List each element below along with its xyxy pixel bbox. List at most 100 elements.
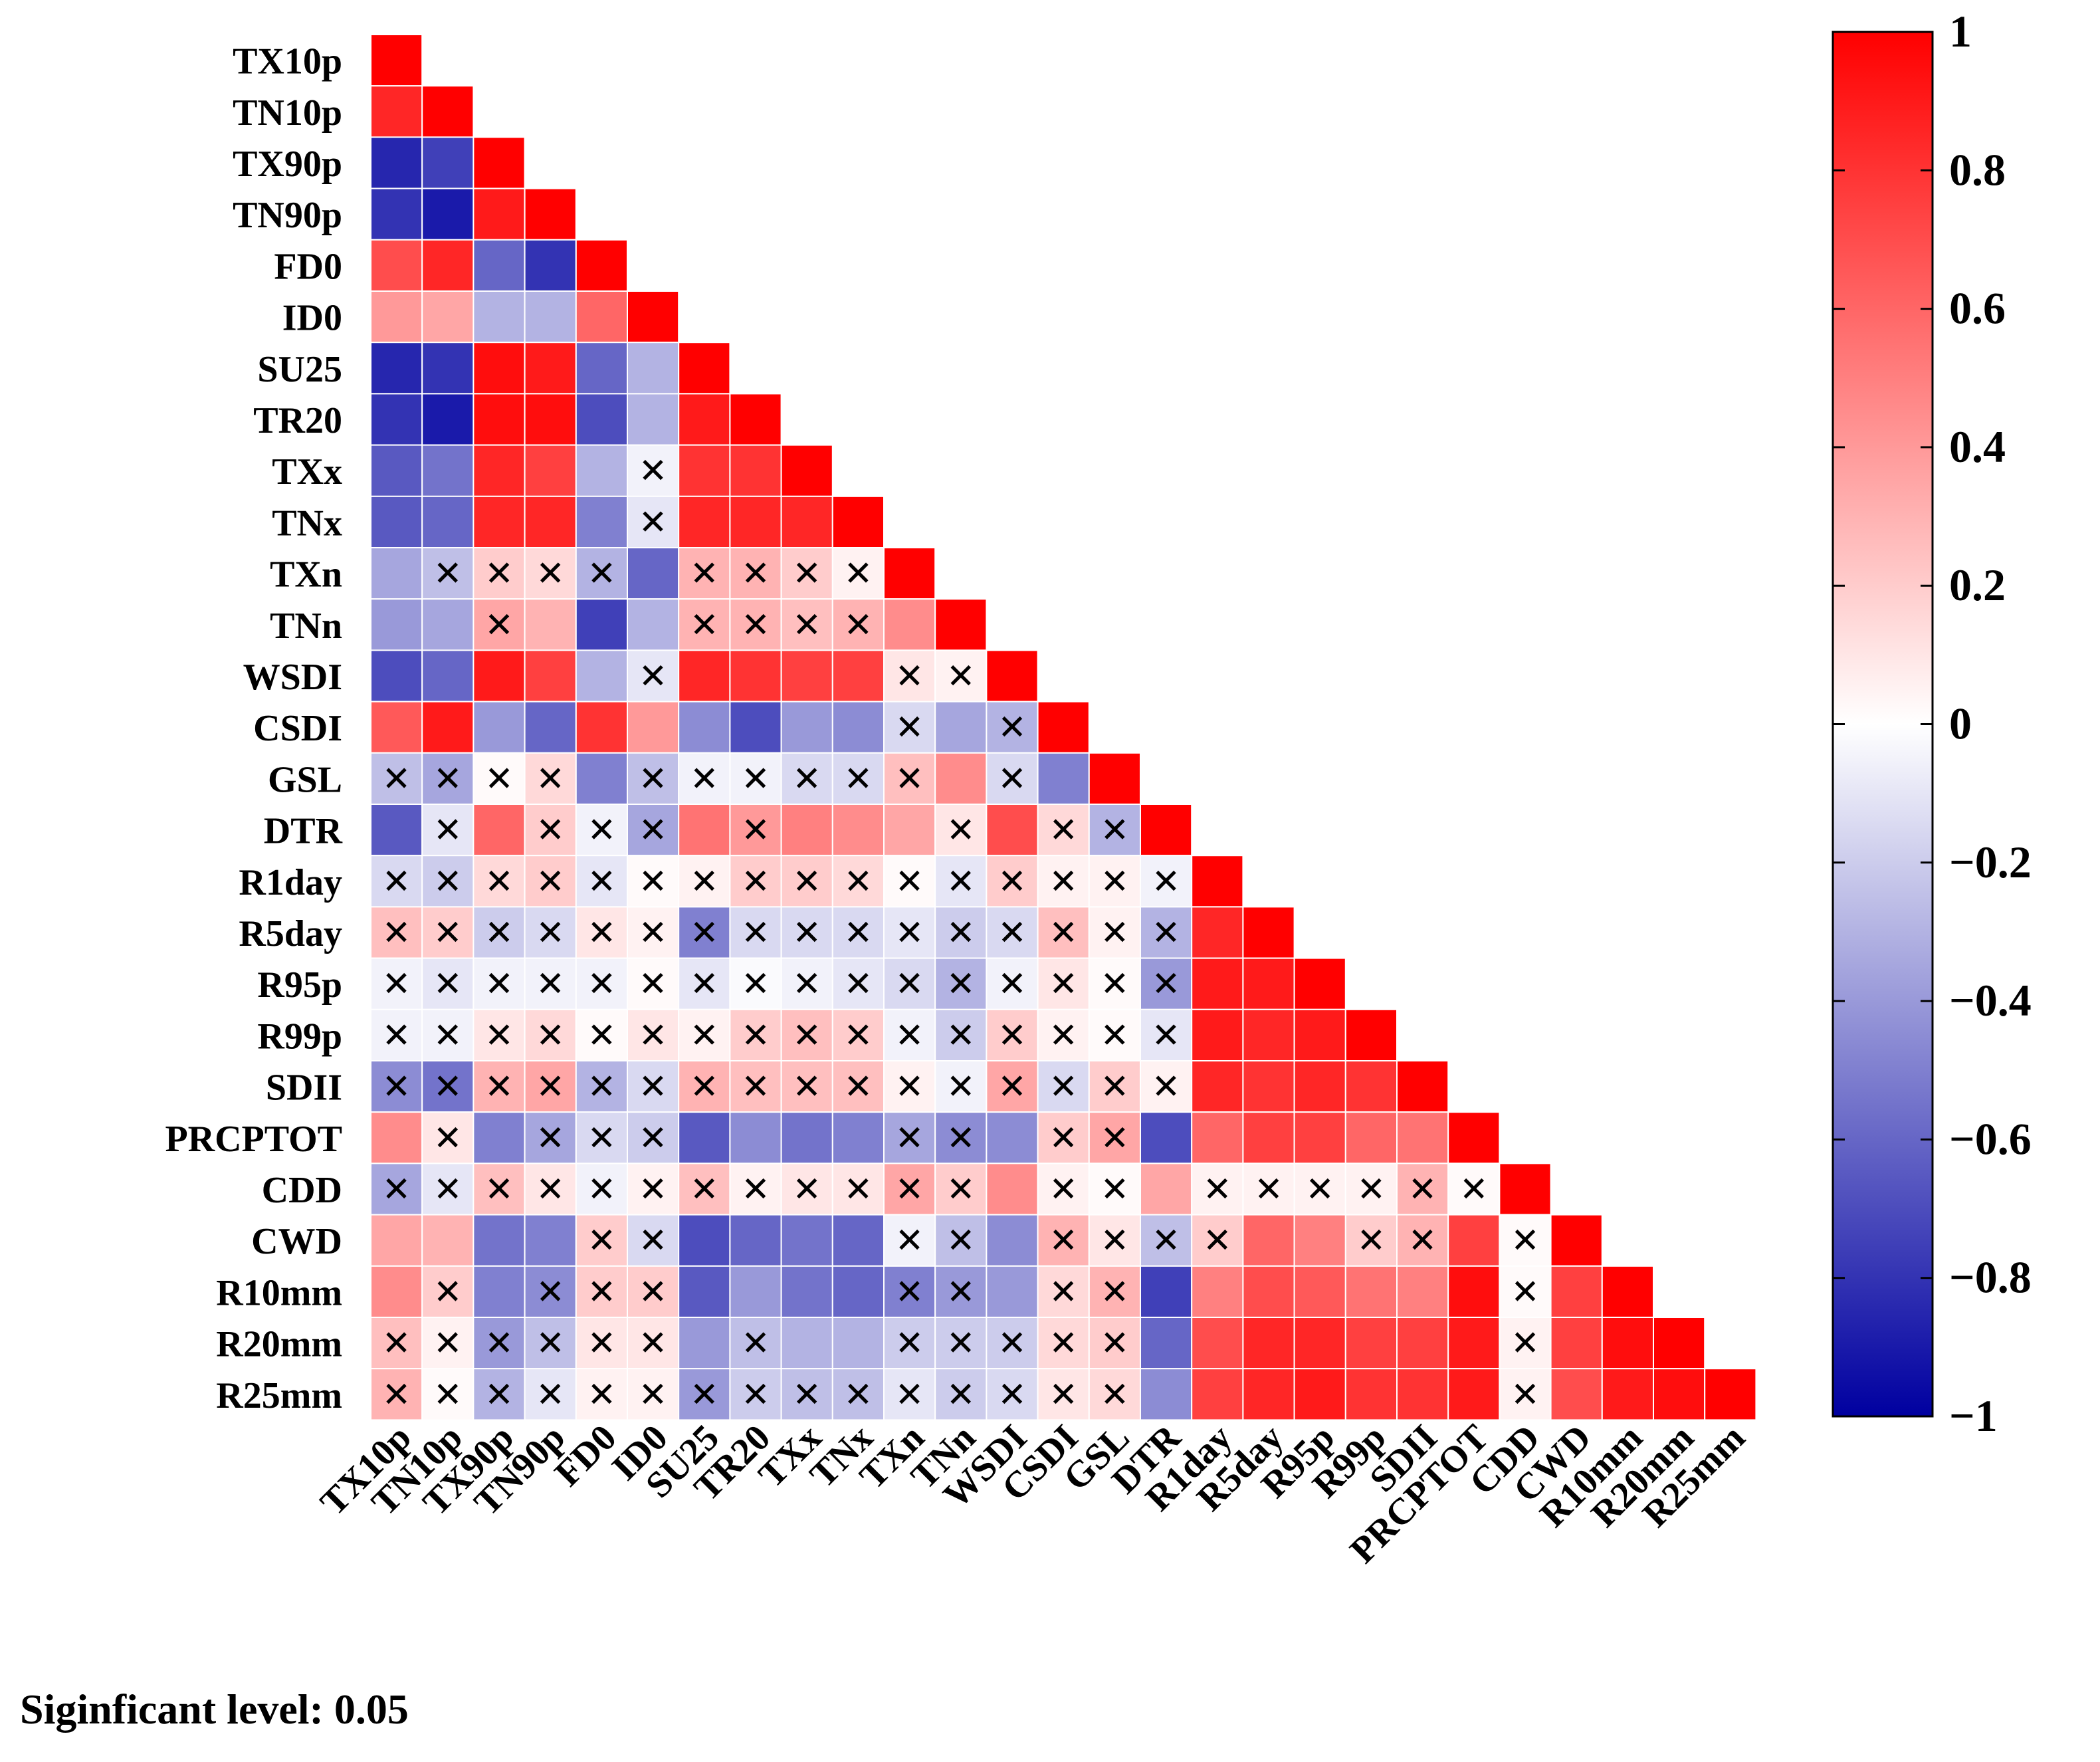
cell-R99p-R5day — [1242, 1008, 1295, 1062]
cell-CDD-TN10p — [421, 1162, 474, 1216]
insignificant-mark: ✕ — [484, 1016, 514, 1055]
cell-TXn-ID0 — [627, 547, 680, 600]
insignificant-mark: ✕ — [587, 554, 617, 594]
cell-TXx-ID0 — [627, 444, 680, 497]
row-label-TR20: TR20 — [253, 400, 342, 441]
insignificant-mark: ✕ — [690, 759, 719, 799]
insignificant-mark: ✕ — [690, 964, 719, 1004]
insignificant-mark: ✕ — [536, 554, 565, 594]
cell-R95p-TN10p — [421, 957, 474, 1010]
insignificant-mark: ✕ — [639, 759, 668, 799]
cell-TNx-TR20 — [729, 495, 782, 548]
cell-TXn-TX10p — [370, 547, 423, 600]
cell-R5day-R1day — [1191, 906, 1244, 959]
cell-R25mm-TXx — [780, 1368, 833, 1421]
cell-R99p-TNn — [934, 1008, 988, 1062]
cell-R10mm-GSL — [1088, 1265, 1142, 1319]
insignificant-mark: ✕ — [1101, 862, 1130, 902]
insignificant-mark: ✕ — [946, 1324, 976, 1364]
cell-R1day-ID0 — [627, 855, 680, 908]
insignificant-mark: ✕ — [1408, 1170, 1437, 1210]
cell-WSDI-TX90p — [472, 649, 526, 703]
cell-GSL-TN10p — [421, 752, 474, 806]
heatmap-cells: ✕ ✕ ✕ ✕ ✕ ✕ ✕ ✕ ✕ ✕ ✕ ✕ ✕ ✕ ✕ ✕ ✕ ✕ ✕ ✕ ✕ ✕ ✕ ✕ ✕ ✕ ✕ ✕ ✕ ✕ ✕ ✕ ✕ ✕ ✕ ✕ ✕ ✕ ✕ ✕… — [370, 34, 1757, 1421]
insignificant-mark: ✕ — [536, 1170, 565, 1210]
cell-PRCPTOT-TNx — [831, 1111, 885, 1164]
cell-PRCPTOT-R1day — [1191, 1111, 1244, 1164]
cell-PRCPTOT-TR20 — [729, 1111, 782, 1164]
cell-TX90p-TX90p — [472, 136, 526, 189]
cell-R10mm-TNx — [831, 1265, 885, 1319]
cell-R25mm-TR20 — [729, 1368, 782, 1421]
cell-R5day-TX10p — [370, 906, 423, 959]
cell-R95p-R5day — [1242, 957, 1295, 1010]
cell-WSDI-TX10p — [370, 649, 423, 703]
cell-WSDI-TN90p — [524, 649, 577, 703]
insignificant-mark: ✕ — [895, 862, 924, 902]
cell-R25mm-ID0 — [627, 1368, 680, 1421]
cell-PRCPTOT-WSDI — [986, 1111, 1039, 1164]
cell-TR20-TX90p — [472, 393, 526, 446]
insignificant-mark: ✕ — [1305, 1170, 1334, 1210]
cell-R25mm-CWD — [1550, 1368, 1603, 1421]
cell-TXx-TR20 — [729, 444, 782, 497]
cell-R95p-TX10p — [370, 957, 423, 1010]
cell-WSDI-TNx — [831, 649, 885, 703]
cell-TXx-TXx — [780, 444, 833, 497]
cell-TN90p-TX10p — [370, 187, 423, 241]
cell-R20mm-DTR — [1140, 1317, 1193, 1370]
insignificant-mark: ✕ — [1101, 1119, 1130, 1158]
cell-R25mm-CSDI — [1037, 1368, 1090, 1421]
cell-DTR-TX90p — [472, 804, 526, 857]
significance-note: Siginficant level: 0.05 — [20, 1686, 409, 1733]
cell-R99p-R99p — [1344, 1008, 1398, 1062]
cell-CSDI-TX10p — [370, 701, 423, 754]
cell-R99p-TNx — [831, 1008, 885, 1062]
cell-WSDI-WSDI — [986, 649, 1039, 703]
insignificant-mark: ✕ — [484, 1067, 514, 1107]
insignificant-mark: ✕ — [844, 554, 873, 594]
cell-R99p-TR20 — [729, 1008, 782, 1062]
colorbar-tick-label: −1 — [1949, 1390, 1998, 1441]
cell-CDD-FD0 — [575, 1162, 628, 1216]
cell-R95p-CSDI — [1037, 957, 1090, 1010]
colorbar: 1 0.8 0.6 0.4 0.2 0 −0.2 −0.4 −0.6 −0.8 −1 — [1832, 6, 2032, 1441]
cell-FD0-FD0 — [575, 239, 628, 292]
cell-SU25-TN90p — [524, 342, 577, 395]
insignificant-mark: ✕ — [536, 1272, 565, 1312]
cell-R10mm-TX10p — [370, 1265, 423, 1319]
cell-PRCPTOT-R5day — [1242, 1111, 1295, 1164]
cell-R25mm-TN10p — [421, 1368, 474, 1421]
cell-CWD-R95p — [1293, 1214, 1346, 1267]
cell-R25mm-R99p — [1344, 1368, 1398, 1421]
insignificant-mark: ✕ — [1049, 913, 1078, 953]
insignificant-mark: ✕ — [1101, 1221, 1130, 1261]
cell-GSL-TX90p — [472, 752, 526, 806]
cell-CWD-TN10p — [421, 1214, 474, 1267]
insignificant-mark: ✕ — [792, 1375, 821, 1415]
cell-TNx-TX90p — [472, 495, 526, 548]
cell-R99p-TXx — [780, 1008, 833, 1062]
insignificant-mark: ✕ — [998, 1016, 1027, 1055]
cell-ID0-TX90p — [472, 290, 526, 344]
cell-FD0-TX10p — [370, 239, 423, 292]
insignificant-mark: ✕ — [741, 913, 770, 953]
cell-R99p-TN10p — [421, 1008, 474, 1062]
insignificant-mark: ✕ — [1459, 1170, 1489, 1210]
insignificant-mark: ✕ — [639, 451, 668, 491]
cell-SU25-SU25 — [678, 342, 731, 395]
cell-R20mm-R10mm — [1601, 1317, 1655, 1370]
insignificant-mark: ✕ — [946, 913, 976, 953]
cell-R25mm-DTR — [1140, 1368, 1193, 1421]
insignificant-mark: ✕ — [382, 964, 411, 1004]
cell-R25mm-TNx — [831, 1368, 885, 1421]
insignificant-mark: ✕ — [484, 606, 514, 645]
insignificant-mark: ✕ — [639, 1170, 668, 1210]
insignificant-mark: ✕ — [895, 1016, 924, 1055]
insignificant-mark: ✕ — [1511, 1324, 1540, 1364]
insignificant-mark: ✕ — [1152, 913, 1181, 953]
insignificant-mark: ✕ — [587, 1170, 617, 1210]
insignificant-mark: ✕ — [433, 759, 463, 799]
colorbar-tick-label: −0.2 — [1949, 837, 2032, 887]
